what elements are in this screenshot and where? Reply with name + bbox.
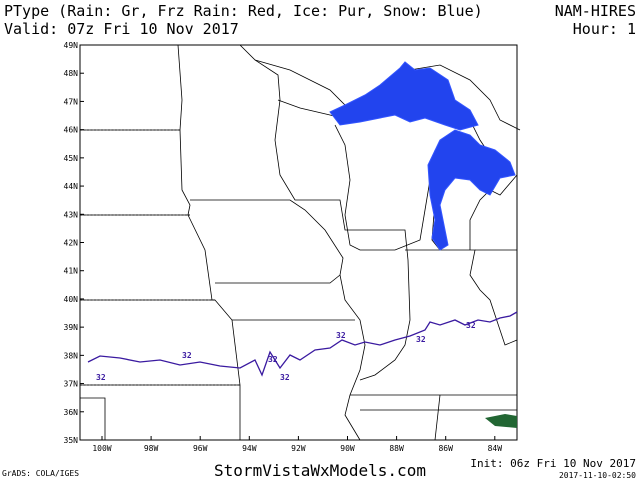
valid-time: Valid: 07z Fri 10 Nov 2017: [4, 20, 239, 38]
lon-label: 92W: [291, 444, 306, 453]
lat-label: 49N: [64, 41, 79, 50]
lon-label: 88W: [389, 444, 404, 453]
state-border-5: [405, 249, 518, 346]
state-borders-dash: [80, 129, 240, 386]
contour-label: 32: [280, 373, 290, 382]
longitude-labels: 100W 98W 96W 94W 92W 90W 88W 86W 84W: [92, 436, 502, 453]
model: NAM-HIRES: [555, 2, 636, 20]
lat-label: 38N: [64, 351, 79, 360]
contour-label: 32: [96, 373, 106, 382]
state-border-4: [239, 44, 411, 381]
latitude-labels: 49N 48N 47N 46N 45N 44N 43N 42N 41N 40N 39N 38N 37N 3…: [64, 41, 84, 445]
lat-label: 42N: [64, 239, 79, 248]
lon-label: 90W: [340, 444, 355, 453]
lat-label: 45N: [64, 154, 79, 163]
lat-label: 46N: [64, 126, 79, 135]
grads-credit: GrADS: COLA/IGES: [2, 469, 79, 478]
lat-label: 48N: [64, 69, 79, 78]
lon-label: 94W: [242, 444, 257, 453]
lat-label: 43N: [64, 210, 79, 219]
lat-label: 37N: [64, 380, 79, 389]
lon-label: 84W: [488, 444, 503, 453]
contour-label: 32: [268, 355, 278, 364]
state-border-6: [350, 394, 517, 441]
snow-lower-michigan: [427, 129, 516, 251]
contour-label: 32: [416, 335, 426, 344]
state-border-7: [469, 174, 518, 251]
lat-label: 47N: [64, 97, 79, 106]
lon-label: 96W: [193, 444, 208, 453]
rain-area: [485, 414, 517, 428]
contour-label: 32: [466, 321, 476, 330]
lat-label: 44N: [64, 182, 79, 191]
freezing-contour: [87, 311, 518, 377]
hour: Hour: 1: [573, 20, 636, 38]
contour-label: 32: [182, 351, 192, 360]
title: PType (Rain: Gr, Frz Rain: Red, Ice: Pur…: [4, 2, 483, 20]
lat-label: 40N: [64, 295, 79, 304]
snow-upper: [329, 61, 479, 131]
state-border-1: [177, 44, 241, 440]
lat-label: 41N: [64, 267, 79, 276]
lon-label: 98W: [144, 444, 159, 453]
lat-label: 36N: [64, 408, 79, 417]
init-time: Init: 06z Fri 10 Nov 2017: [470, 457, 636, 470]
map-frame: 32 32 32 32 32 32 32: [79, 44, 521, 441]
lon-label: 100W: [92, 444, 111, 453]
state-border-3: [215, 274, 355, 321]
lat-label: 35N: [64, 436, 79, 445]
contour-label: 32: [336, 331, 346, 340]
lon-label: 86W: [438, 444, 453, 453]
lat-label: 39N: [64, 323, 79, 332]
site-credit: StormVistaWxModels.com: [214, 461, 426, 480]
timestamp: 2017-11-10-02:50: [559, 471, 636, 480]
